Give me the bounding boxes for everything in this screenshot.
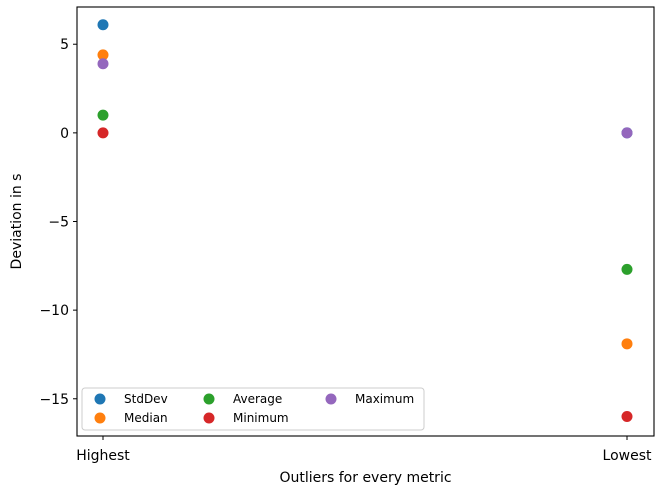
legend-marker-maximum <box>325 393 337 405</box>
legend-marker-median <box>94 412 106 424</box>
point-median-lowest <box>621 338 633 350</box>
x-axis: Highest Lowest <box>76 436 652 464</box>
y-tick-label: 5 <box>60 37 69 53</box>
y-axis: 5 0 −5 −10 −15 <box>39 37 77 408</box>
x-tick-label: Highest <box>76 448 130 464</box>
data-points <box>97 19 633 422</box>
legend: StdDev Median Average Minimum Maximum <box>81 387 425 431</box>
legend-marker-average <box>203 393 215 405</box>
legend-label-minimum: Minimum <box>233 411 289 425</box>
legend-label-average: Average <box>233 392 282 406</box>
y-tick-label: −5 <box>48 215 69 231</box>
x-axis-label: Outliers for every metric <box>279 470 451 486</box>
point-average-highest <box>97 109 109 121</box>
plot-area <box>76 6 655 437</box>
point-minimum-lowest <box>621 411 633 422</box>
y-tick-label: 0 <box>60 126 69 142</box>
point-average-lowest <box>621 263 633 275</box>
point-minimum-highest <box>97 127 109 139</box>
legend-marker-minimum <box>203 412 215 424</box>
y-tick-label: −15 <box>39 392 69 408</box>
point-maximum-lowest <box>621 127 633 139</box>
legend-marker-stddev <box>94 393 106 405</box>
point-median-highest <box>97 49 109 61</box>
legend-label-median: Median <box>124 411 168 425</box>
legend-label-stddev: StdDev <box>124 392 168 406</box>
legend-label-maximum: Maximum <box>355 392 414 406</box>
point-maximum-highest <box>97 58 109 70</box>
point-stddev-highest <box>97 19 109 31</box>
y-axis-label: Deviation in s <box>9 174 25 270</box>
y-tick-label: −10 <box>39 303 69 319</box>
x-tick-label: Lowest <box>603 448 652 464</box>
legend-box <box>81 387 425 431</box>
